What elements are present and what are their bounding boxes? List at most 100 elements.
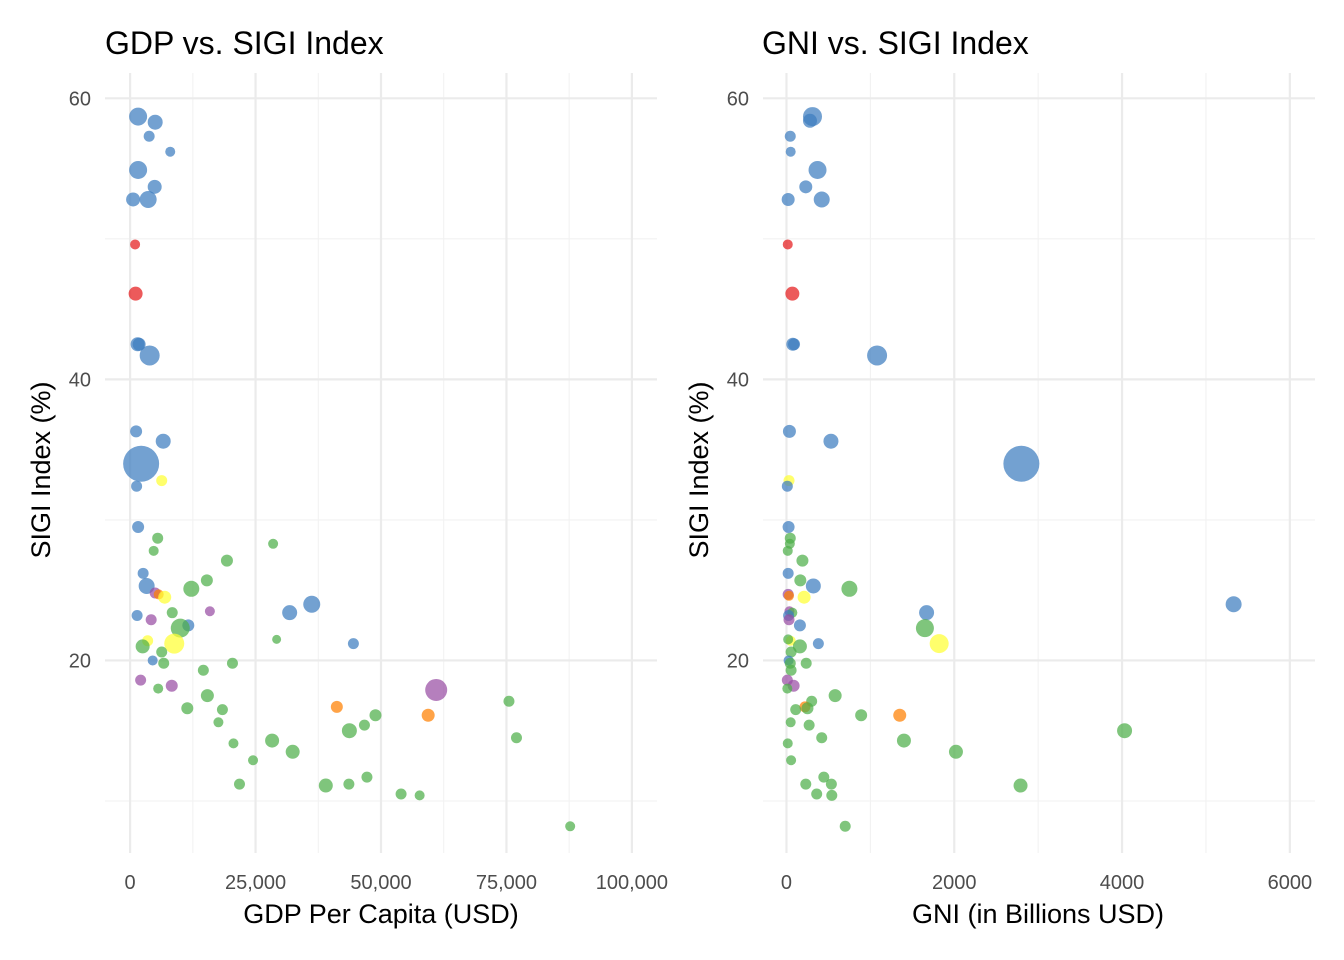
- gni-x-ticks: 0 2000 4000 6000: [781, 872, 1312, 894]
- gni-data-point: [839, 820, 851, 832]
- gni-data-point: [781, 480, 793, 492]
- gdp-grid: [105, 73, 657, 853]
- gdp-x-axis-title: GDP Per Capita (USD): [243, 899, 519, 929]
- gdp-data-point: [123, 445, 160, 482]
- gni-data-point: [1117, 723, 1133, 739]
- gdp-y-tick-label: 40: [69, 369, 91, 391]
- gdp-data-point: [152, 532, 164, 544]
- gni-data-point: [788, 338, 801, 351]
- gni-x-axis-title: GNI (in Billions USD): [912, 899, 1164, 929]
- gdp-y-tick-label: 60: [69, 88, 91, 110]
- gdp-data-point: [139, 345, 160, 366]
- gdp-x-tick-label: 25,000: [225, 872, 286, 894]
- gdp-data-point: [132, 520, 145, 533]
- gni-data-point: [828, 689, 842, 703]
- gdp-chart-title: GDP vs. SIGI Index: [105, 25, 384, 61]
- gdp-scatter-panel: GDP vs. SIGI Index 0 25,000 50,000 75,000 10…: [26, 25, 668, 929]
- gdp-data-point: [197, 664, 209, 676]
- gni-data-point: [800, 778, 812, 790]
- gni-data-point: [785, 664, 797, 676]
- gni-data-point: [796, 554, 809, 567]
- gni-data-point: [782, 683, 793, 694]
- gni-y-ticks: 20 40 60: [727, 88, 749, 672]
- gdp-data-point: [131, 609, 143, 621]
- gni-y-axis-title: SIGI Index (%): [684, 381, 714, 558]
- gdp-data-point: [130, 239, 141, 250]
- gni-data-point: [915, 619, 934, 638]
- gdp-data-point: [147, 179, 162, 194]
- gdp-data-point: [147, 655, 158, 666]
- gdp-y-tick-label: 20: [69, 650, 91, 672]
- gdp-data-point: [200, 689, 214, 703]
- gdp-data-point: [361, 771, 373, 783]
- gdp-data-point: [183, 580, 200, 597]
- gdp-data-point: [213, 717, 224, 728]
- gdp-data-point: [233, 778, 245, 790]
- gdp-data-point: [347, 638, 359, 650]
- gdp-data-point: [503, 695, 515, 707]
- gni-data-point: [782, 738, 793, 749]
- gni-data-point: [1013, 778, 1028, 793]
- gni-scatter-panel: GNI vs. SIGI Index 0 2000 4000 6000 204060 …: [684, 25, 1315, 929]
- gni-data-point: [811, 788, 823, 800]
- gdp-data-point: [421, 708, 435, 722]
- gni-data-point: [786, 755, 797, 766]
- gdp-data-point: [395, 788, 407, 800]
- gdp-data-point: [155, 433, 171, 449]
- gdp-data-point: [228, 738, 239, 749]
- gdp-x-tick-label: 0: [125, 872, 136, 894]
- gdp-data-point: [204, 606, 215, 617]
- gdp-data-point: [341, 723, 357, 739]
- gdp-data-point: [156, 646, 168, 658]
- gdp-points: [123, 107, 576, 832]
- gni-data-point: [785, 146, 796, 157]
- gdp-data-point: [343, 778, 355, 790]
- gni-data-point: [782, 545, 793, 556]
- gdp-data-point: [565, 821, 576, 832]
- gdp-data-point: [158, 590, 172, 604]
- gni-data-point: [781, 192, 795, 206]
- gdp-data-point: [272, 634, 282, 644]
- gdp-data-point: [135, 639, 150, 654]
- gni-data-point: [782, 424, 796, 438]
- gdp-data-point: [303, 595, 321, 613]
- gni-data-point: [784, 590, 795, 601]
- gdp-data-point: [128, 286, 143, 301]
- gni-data-point: [855, 709, 868, 722]
- gdp-data-point: [145, 614, 157, 626]
- gni-data-point: [812, 638, 824, 650]
- gdp-data-point: [129, 160, 148, 179]
- gni-data-point: [800, 657, 812, 669]
- gni-data-point: [813, 191, 830, 208]
- gdp-x-tick-label: 100,000: [596, 872, 668, 894]
- gdp-data-point: [414, 790, 425, 801]
- gdp-data-point: [220, 554, 233, 567]
- gni-x-tick-label: 2000: [932, 872, 977, 894]
- gni-data-point: [785, 286, 800, 301]
- gni-data-point: [867, 345, 888, 366]
- gdp-data-point: [265, 733, 280, 748]
- gni-data-point: [948, 744, 963, 759]
- gdp-x-tick-label: 75,000: [476, 872, 537, 894]
- gni-x-tick-label: 0: [781, 872, 792, 894]
- gdp-data-point: [135, 674, 147, 686]
- gni-data-point: [782, 567, 794, 579]
- gdp-data-point: [268, 538, 279, 549]
- gni-data-point: [785, 646, 797, 658]
- gni-chart-title: GNI vs. SIGI Index: [762, 25, 1029, 61]
- gdp-data-point: [132, 337, 146, 351]
- gni-data-point: [893, 708, 907, 722]
- gdp-data-point: [153, 683, 164, 694]
- gni-data-point: [825, 778, 837, 790]
- gni-data-point: [783, 634, 794, 645]
- gni-data-point: [896, 733, 911, 748]
- gni-data-point: [782, 520, 795, 533]
- gdp-data-point: [166, 607, 178, 619]
- gdp-data-point: [130, 425, 143, 438]
- gdp-data-point: [131, 480, 143, 492]
- gdp-data-point: [164, 633, 185, 654]
- gdp-data-point: [170, 618, 190, 638]
- gni-data-point: [802, 113, 817, 128]
- gni-data-point: [808, 160, 827, 179]
